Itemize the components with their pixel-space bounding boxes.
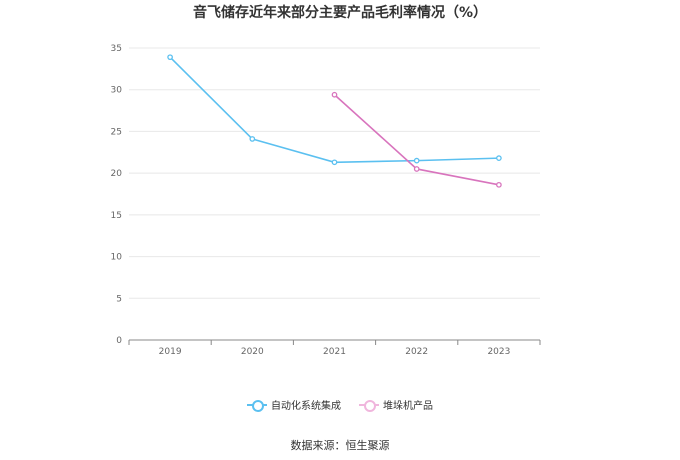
legend-item-series-1[interactable]: 堆垛机产品 [359,397,433,412]
series-1-point-3 [413,166,420,172]
series-1-point-4 [496,181,502,188]
y-tick-label-7: 35 [111,44,122,54]
y-tick-label-3: 15 [111,211,122,221]
series-0-point-2 [331,159,338,166]
x-tick-label-1: 2020 [241,347,264,357]
series-0-point-3 [413,157,420,164]
x-tick-label-0: 2019 [159,347,182,357]
data-source-note: 数据来源：恒生聚源 [290,439,390,452]
y-tick-label-5: 25 [111,127,122,137]
x-tick-label-4: 2023 [487,347,510,357]
legend-symbol-series-0 [247,399,267,412]
y-tick-label-0: 0 [116,336,122,346]
y-tick-label-4: 20 [111,169,123,179]
legend-label-series-0: 自动化系统集成 [271,401,341,412]
y-tick-label-2: 10 [111,253,123,263]
x-tick-label-2: 2021 [323,347,346,357]
series-0-point-1 [249,136,256,142]
series-line-0 [169,56,499,164]
legend-label-series-1: 堆垛机产品 [383,401,433,412]
legend-item-series-0[interactable]: 自动化系统集成 [247,397,341,412]
legend: 自动化系统集成 堆垛机产品 [0,397,680,412]
y-tick-label-6: 30 [111,86,123,96]
legend-symbol-series-1 [359,399,379,412]
x-tick-label-3: 2022 [405,347,428,357]
y-tick-label-1: 5 [116,294,122,304]
series-1-point-2 [331,91,338,98]
chart-title: 音飞储存近年来部分主要产品毛利率情况（%） [192,5,488,21]
series-0-point-0 [167,54,173,61]
series-0-point-4 [496,155,502,161]
